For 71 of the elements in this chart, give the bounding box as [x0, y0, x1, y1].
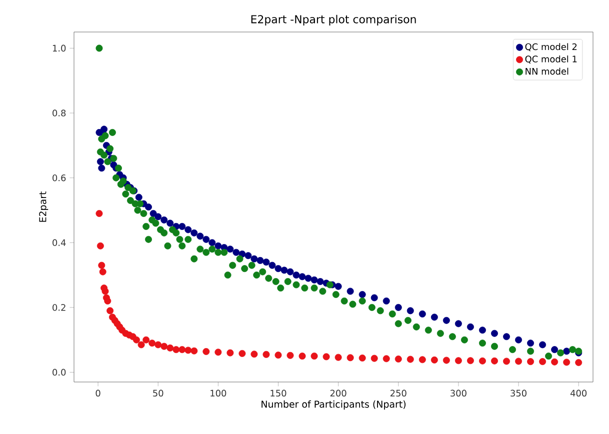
y-tick-label: 0.2 [52, 304, 66, 311]
point [394, 356, 402, 362]
point [102, 288, 109, 295]
chart-title: E2part -Npart plot comparison [251, 14, 416, 26]
x-tick-label: 250 [390, 390, 406, 397]
point [226, 349, 234, 356]
point [154, 341, 162, 348]
point [132, 336, 140, 344]
point [478, 357, 486, 364]
point [262, 350, 270, 358]
point [98, 262, 106, 269]
point [563, 358, 570, 366]
y-tick-label: 0.0 [52, 368, 66, 376]
point [214, 348, 222, 356]
point [551, 358, 558, 366]
point [96, 242, 104, 250]
point [238, 350, 246, 357]
point [148, 340, 156, 347]
legend-label: NN model [526, 68, 568, 75]
point [99, 268, 106, 276]
point [442, 356, 450, 364]
point [491, 357, 498, 364]
point [190, 347, 198, 354]
y-tick-label: 0.8 [52, 110, 66, 116]
legend-label: QC model 1 [525, 55, 577, 64]
point [382, 355, 390, 362]
point [274, 352, 282, 359]
point [322, 353, 330, 360]
point [202, 348, 210, 356]
point [527, 358, 534, 366]
point [406, 356, 414, 363]
point [334, 354, 342, 361]
point [142, 336, 150, 344]
x-tick-label: 50 [153, 390, 164, 397]
point [370, 354, 378, 362]
x-tick-label: 200 [330, 390, 346, 397]
legend-label: QC model 2 [525, 43, 577, 52]
point [358, 354, 366, 362]
y-tick-label: 0.6 [52, 174, 66, 182]
point [454, 357, 462, 364]
point [104, 297, 112, 304]
x-tick-label: 300 [450, 390, 466, 397]
x-tick-label: 350 [510, 390, 526, 397]
point [166, 344, 174, 352]
x-axis-title: Number of Participants (Npart) [262, 400, 406, 410]
point [418, 356, 426, 364]
point [138, 341, 145, 348]
point [430, 356, 438, 364]
point [503, 358, 510, 365]
point [346, 354, 354, 362]
point [286, 352, 294, 359]
point [184, 346, 192, 354]
point [466, 357, 474, 364]
y-axis-title: E2part [39, 192, 48, 222]
point [172, 346, 180, 354]
point [515, 358, 522, 365]
point [539, 358, 546, 366]
point [250, 350, 258, 358]
x-tick-label: 100 [210, 390, 226, 397]
x-tick-label: 150 [270, 390, 286, 397]
point [106, 307, 114, 314]
y-tick-label: 1.0 [52, 44, 66, 52]
point [160, 342, 168, 350]
x-tick-label: 0 [96, 390, 100, 397]
point [575, 359, 582, 366]
y-tick-label: 0.4 [52, 239, 66, 246]
point [96, 210, 103, 217]
point [298, 352, 306, 360]
x-tick-label: 400 [570, 390, 587, 397]
point [178, 346, 186, 354]
point [310, 352, 318, 360]
